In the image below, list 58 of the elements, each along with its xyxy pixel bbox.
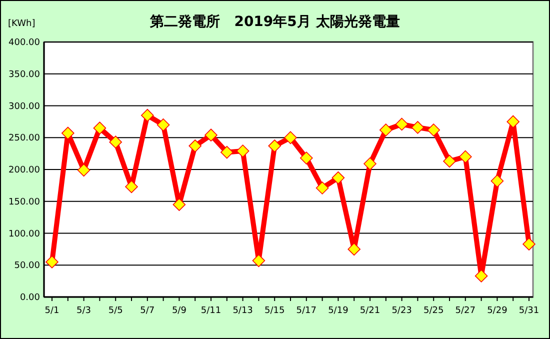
y-tick-label: 0.00	[20, 293, 40, 303]
point	[188, 140, 202, 152]
point	[284, 131, 297, 144]
point	[364, 157, 376, 170]
x-tick-label: 5/29	[487, 306, 508, 316]
x-tick-label: 5/5	[108, 306, 123, 316]
x-tick-label: 5/15	[264, 306, 285, 316]
point	[506, 115, 520, 128]
point	[236, 144, 250, 158]
point	[474, 270, 488, 282]
y-tick-label: 200.00	[8, 166, 40, 176]
x-tick-label: 5/11	[200, 306, 222, 316]
point	[252, 254, 266, 268]
point	[490, 174, 504, 188]
y-tick-label: 150.00	[8, 197, 40, 208]
point	[268, 140, 281, 152]
point	[220, 146, 234, 159]
x-tick-label: 5/13	[232, 306, 253, 316]
x-tick-label: 5/23	[392, 306, 412, 316]
y-tick-label: 300.00	[8, 102, 40, 112]
point	[141, 108, 154, 122]
chart-title: 第二発電所 2019年5月 太陽光発電量	[149, 14, 400, 30]
point	[156, 118, 170, 132]
point	[427, 124, 440, 136]
y-tick-label: 400.00	[8, 38, 40, 48]
point	[522, 238, 536, 250]
x-tick-label: 5/31	[518, 306, 540, 316]
point	[93, 122, 106, 134]
x-tick-label: 5/17	[296, 306, 317, 316]
x-tick-label: 5/25	[423, 306, 444, 316]
y-tick-label: 50.00	[14, 261, 40, 272]
point	[204, 128, 218, 142]
point	[443, 154, 456, 168]
point	[380, 124, 392, 136]
x-tick-label: 5/19	[328, 306, 349, 316]
point	[459, 150, 472, 164]
point	[348, 242, 360, 256]
point	[109, 136, 122, 148]
point	[125, 180, 138, 194]
point	[332, 171, 345, 184]
y-tick-label: 350.00	[8, 70, 40, 80]
y-tick-label: 100.00	[8, 229, 40, 240]
x-tick-label: 5/9	[172, 306, 187, 316]
point	[77, 164, 90, 177]
y-tick-label: 250.00	[8, 134, 40, 144]
x-tick-label: 5/7	[140, 306, 155, 316]
point	[172, 198, 186, 211]
point	[46, 256, 58, 268]
x-tick-label: 5/21	[360, 306, 380, 316]
point	[300, 152, 313, 164]
point	[62, 126, 74, 140]
y-axis-title: [KWh]	[8, 19, 36, 29]
x-tick-label: 5/27	[455, 306, 476, 316]
point	[411, 121, 424, 134]
point	[316, 182, 329, 194]
x-tick-label: 5/1	[44, 306, 60, 316]
x-tick-label: 5/3	[76, 306, 92, 316]
point	[395, 118, 408, 131]
